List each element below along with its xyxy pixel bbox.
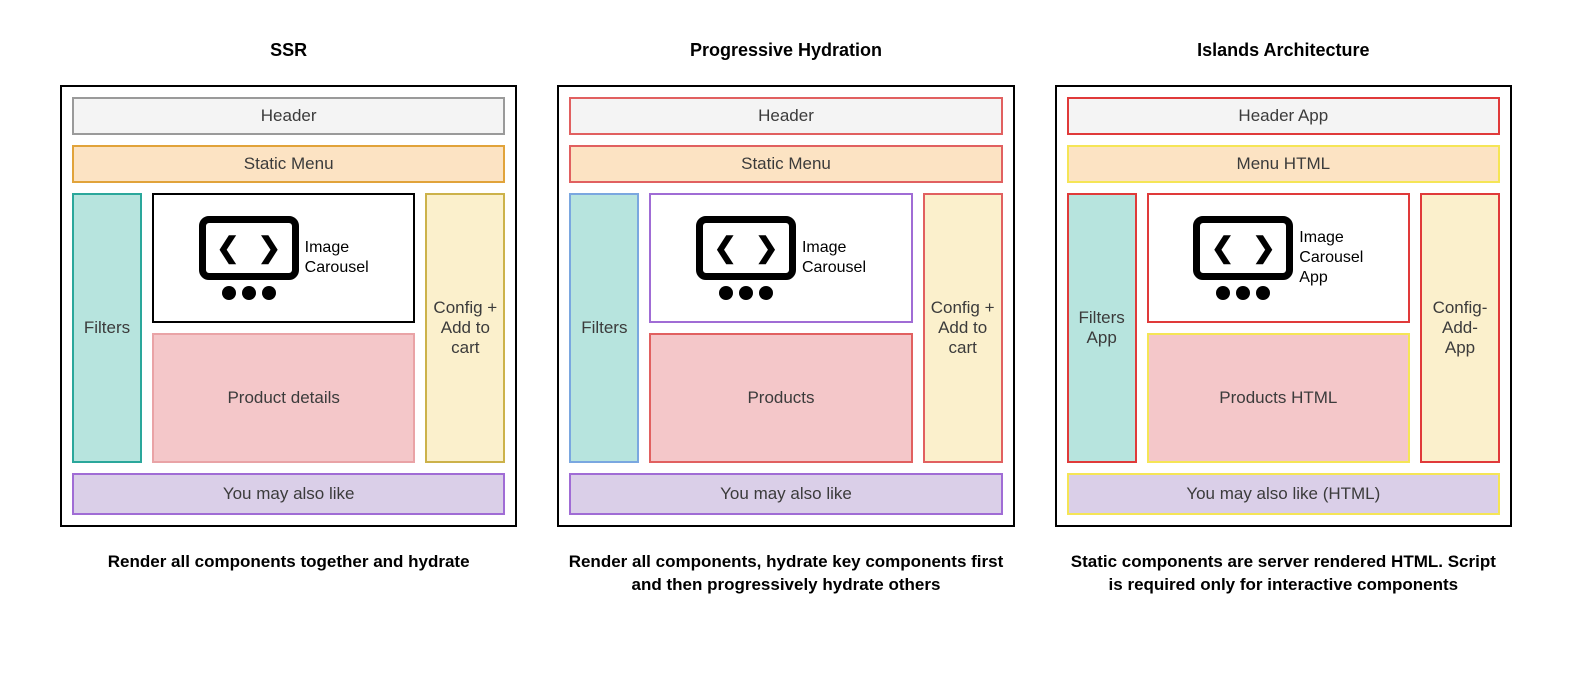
mid-row: Filters App ❮❯ Image Carousel App Produc…: [1067, 193, 1500, 463]
header-box: Header: [72, 97, 505, 135]
footer-box: You may also like: [72, 473, 505, 515]
panel-ssr: SSR Header Static Menu Filters ❮❯ Image …: [60, 40, 517, 574]
carousel-box: ❮❯ Image Carousel App: [1147, 193, 1410, 323]
config-box: Config + Add to cart: [923, 193, 1003, 463]
panel-title: Progressive Hydration: [690, 40, 882, 61]
panel-caption: Static components are server rendered HT…: [1063, 551, 1503, 597]
header-box: Header App: [1067, 97, 1500, 135]
products-box: Products: [649, 333, 912, 463]
carousel-icon: ❮❯: [199, 216, 299, 300]
filters-box: Filters: [72, 193, 142, 463]
panel-title: SSR: [270, 40, 307, 61]
panel-frame: Header Static Menu Filters ❮❯ Image Caro…: [557, 85, 1014, 527]
panel-progressive: Progressive Hydration Header Static Menu…: [557, 40, 1014, 597]
mid-row: Filters ❮❯ Image Carousel Products Confi…: [569, 193, 1002, 463]
carousel-label: Image Carousel: [305, 238, 369, 278]
header-box: Header: [569, 97, 1002, 135]
panel-frame: Header Static Menu Filters ❮❯ Image Caro…: [60, 85, 517, 527]
carousel-icon: ❮❯: [696, 216, 796, 300]
carousel-box: ❮❯ Image Carousel: [152, 193, 415, 323]
panel-islands: Islands Architecture Header App Menu HTM…: [1055, 40, 1512, 597]
config-box: Config-Add-App: [1420, 193, 1500, 463]
panel-frame: Header App Menu HTML Filters App ❮❯ Imag…: [1055, 85, 1512, 527]
center-col: ❮❯ Image Carousel Product details: [152, 193, 415, 463]
carousel-label: Image Carousel App: [1299, 228, 1363, 288]
panel-title: Islands Architecture: [1197, 40, 1369, 61]
panel-caption: Render all components together and hydra…: [108, 551, 470, 574]
filters-box: Filters App: [1067, 193, 1137, 463]
diagram-row: SSR Header Static Menu Filters ❮❯ Image …: [60, 40, 1512, 597]
config-box: Config + Add to cart: [425, 193, 505, 463]
footer-box: You may also like (HTML): [1067, 473, 1500, 515]
products-box: Product details: [152, 333, 415, 463]
carousel-icon: ❮❯: [1193, 216, 1293, 300]
center-col: ❮❯ Image Carousel Products: [649, 193, 912, 463]
menu-box: Static Menu: [72, 145, 505, 183]
menu-box: Menu HTML: [1067, 145, 1500, 183]
products-box: Products HTML: [1147, 333, 1410, 463]
footer-box: You may also like: [569, 473, 1002, 515]
center-col: ❮❯ Image Carousel App Products HTML: [1147, 193, 1410, 463]
carousel-label: Image Carousel: [802, 238, 866, 278]
menu-box: Static Menu: [569, 145, 1002, 183]
carousel-box: ❮❯ Image Carousel: [649, 193, 912, 323]
panel-caption: Render all components, hydrate key compo…: [566, 551, 1006, 597]
filters-box: Filters: [569, 193, 639, 463]
mid-row: Filters ❮❯ Image Carousel Product detail…: [72, 193, 505, 463]
